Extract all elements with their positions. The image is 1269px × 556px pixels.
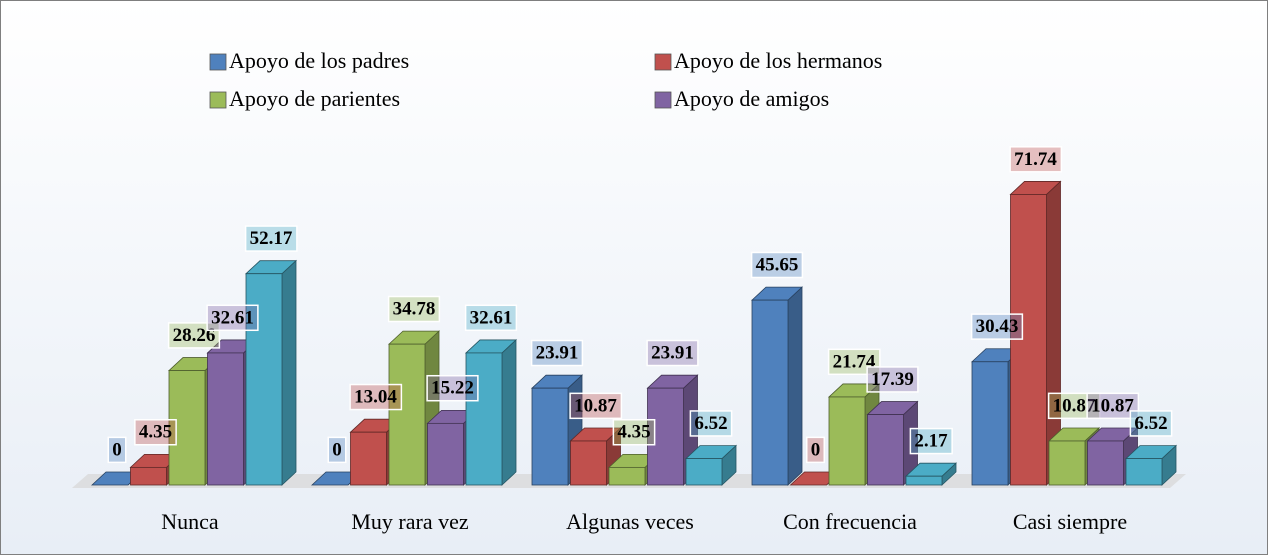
value-label: 4.35 <box>617 422 650 443</box>
bar <box>867 414 904 486</box>
bar <box>647 387 684 486</box>
value-label: 21.74 <box>833 351 876 372</box>
value-label-box <box>206 304 259 332</box>
value-label: 0 <box>332 439 342 460</box>
bar <box>465 352 503 486</box>
bar <box>570 440 607 486</box>
value-label-box <box>689 410 733 437</box>
value-label-box <box>806 436 825 464</box>
value-label: 45.65 <box>756 254 799 275</box>
bar <box>971 361 1009 486</box>
value-label: 15.22 <box>431 378 474 399</box>
value-label-box <box>244 225 298 252</box>
value-label: 32.61 <box>211 307 254 328</box>
bar <box>350 431 387 486</box>
bar <box>207 352 244 486</box>
bar <box>1125 458 1163 486</box>
bar <box>245 273 283 486</box>
value-label-box <box>464 304 518 332</box>
bar <box>168 370 206 486</box>
value-label: 10.87 <box>1053 395 1096 416</box>
value-label-box <box>426 374 479 402</box>
legend-swatch <box>654 53 672 71</box>
value-label-box <box>1047 392 1101 420</box>
bar <box>388 343 426 486</box>
value-label: 52.17 <box>250 228 293 249</box>
value-label: 10.87 <box>574 395 617 416</box>
legend-swatch <box>654 91 672 109</box>
value-label-box <box>327 436 347 464</box>
bar <box>1087 440 1124 486</box>
value-label-box <box>349 383 403 411</box>
bar-side <box>501 339 517 486</box>
value-label-box <box>167 322 221 349</box>
bar-side <box>787 286 803 486</box>
value-label-box <box>1009 146 1063 173</box>
bar-side <box>281 259 297 486</box>
legend-swatch <box>209 91 227 109</box>
value-label: 28.26 <box>173 325 216 346</box>
legend-label: Apoyo de los padres <box>229 48 409 73</box>
bar <box>608 466 646 486</box>
bar <box>751 299 789 486</box>
value-label: 10.87 <box>1091 395 1134 416</box>
x-tick-label: Algunas veces <box>566 509 694 534</box>
value-label-box <box>107 436 127 464</box>
legend: Apoyo de los padres Apoyo de los hermanos… <box>209 48 882 111</box>
value-label-box <box>827 348 881 376</box>
value-label: 23.91 <box>651 343 694 364</box>
value-label: 17.39 <box>871 369 914 390</box>
plot: Nunca Muy rara vez Algunas veces Con frecue… <box>90 146 1178 534</box>
bar <box>905 475 943 486</box>
bar <box>1048 440 1086 486</box>
legend-label: Apoyo de amigos <box>674 86 829 111</box>
legend-label: Apoyo de parientes <box>229 86 400 111</box>
value-label-box <box>1129 410 1173 437</box>
value-label: 2.17 <box>914 431 948 452</box>
value-label-box <box>866 366 919 393</box>
value-label-box <box>909 427 953 455</box>
value-label-box <box>612 418 656 446</box>
bar <box>685 458 723 486</box>
x-tick-label: Casi siempre <box>1013 509 1127 534</box>
value-label: 4.35 <box>139 422 172 443</box>
value-label-box <box>387 295 441 323</box>
bar <box>828 396 866 486</box>
x-tick-label: Con frecuencia <box>783 509 917 534</box>
value-label: 0 <box>112 439 122 460</box>
value-label: 0 <box>811 439 821 460</box>
value-label: 32.61 <box>470 307 513 328</box>
value-label: 30.43 <box>976 316 1019 337</box>
bar <box>130 466 167 486</box>
legend-swatch <box>209 53 227 71</box>
value-label: 6.52 <box>694 413 727 434</box>
value-label-box <box>646 339 699 367</box>
x-tick-label: Muy rara vez <box>351 509 469 534</box>
value-label-box <box>970 313 1024 340</box>
value-label-box <box>530 339 584 367</box>
legend-label: Apoyo de los hermanos <box>674 48 882 73</box>
bar <box>531 387 569 486</box>
value-label: 13.04 <box>354 387 397 408</box>
value-label: 6.52 <box>1134 413 1167 434</box>
bar <box>427 422 464 486</box>
value-label-box <box>134 418 177 446</box>
value-label: 34.78 <box>393 299 436 320</box>
value-label: 23.91 <box>536 343 579 364</box>
value-label-box <box>569 392 623 420</box>
value-label: 71.74 <box>1014 149 1057 170</box>
x-tick-label: Nunca <box>161 509 219 534</box>
value-label-box <box>750 251 804 279</box>
